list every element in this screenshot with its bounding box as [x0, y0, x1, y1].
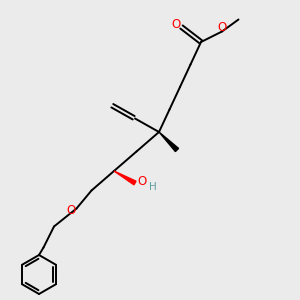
Text: O: O: [172, 17, 181, 31]
Text: O: O: [218, 21, 226, 34]
Text: O: O: [67, 203, 76, 217]
Text: H: H: [148, 182, 156, 192]
Polygon shape: [114, 171, 136, 185]
Polygon shape: [159, 132, 178, 152]
Text: O: O: [137, 175, 146, 188]
